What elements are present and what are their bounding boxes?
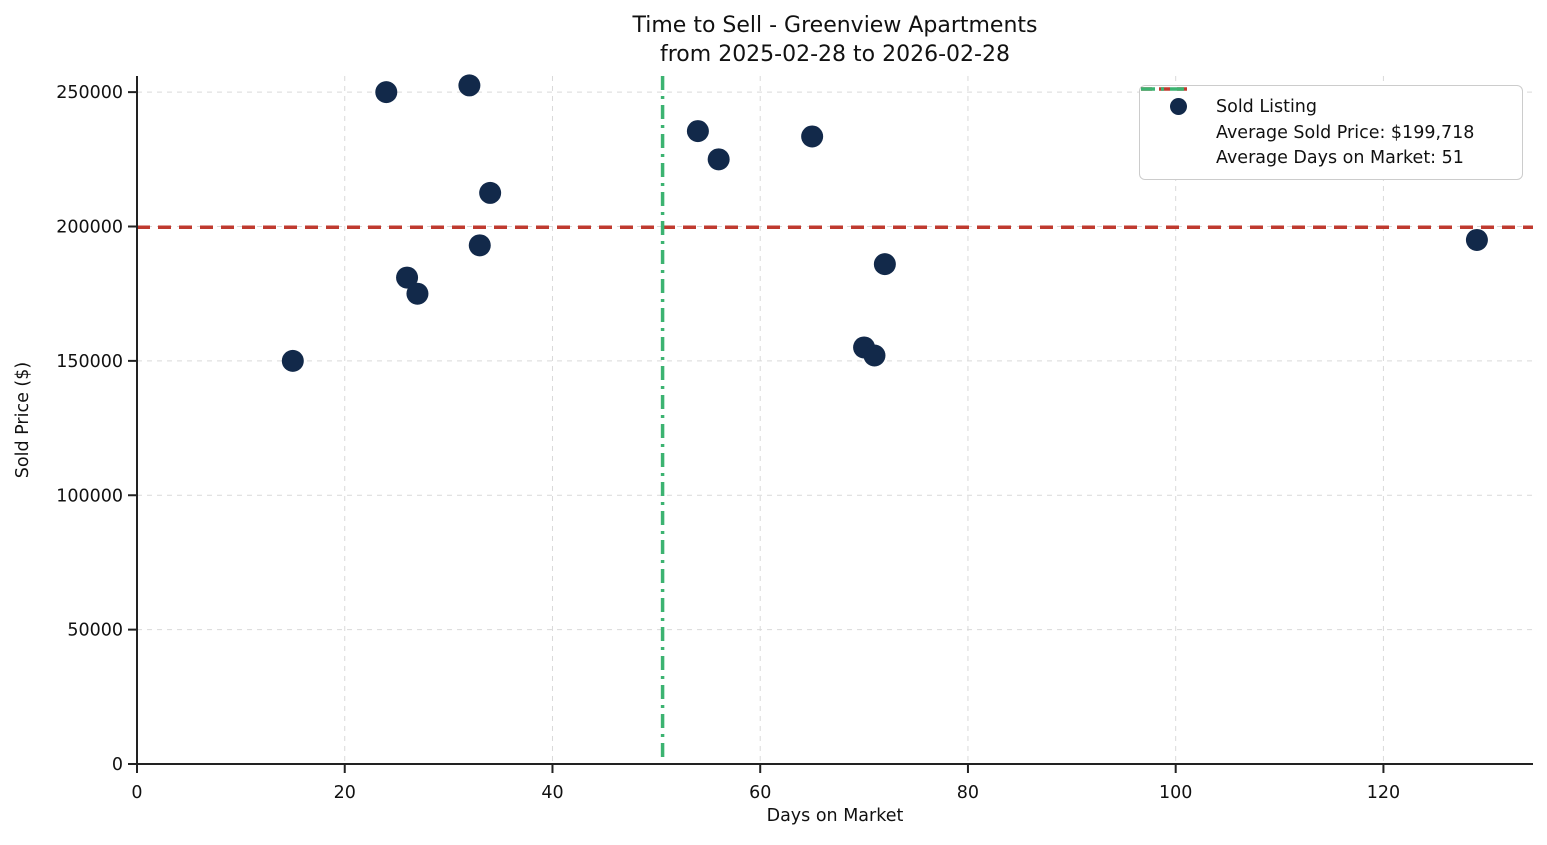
scatter-point <box>396 266 419 289</box>
y-axis-label: Sold Price ($) <box>13 361 33 479</box>
sold-listing-marker-icon <box>1150 98 1206 116</box>
scatter-point <box>281 349 304 372</box>
scatter-point <box>873 253 896 276</box>
scatter-point <box>686 120 709 143</box>
scatter-point <box>458 74 481 97</box>
scatter-point <box>479 181 502 204</box>
y-tick-label: 50000 <box>67 621 123 641</box>
chart-title: Time to Sell - Greenview Apartments from… <box>137 11 1533 69</box>
y-tick-label: 150000 <box>56 352 123 372</box>
scatter-point <box>801 125 824 148</box>
legend-label-sold-listing: Sold Listing <box>1216 96 1318 117</box>
legend-label-avg-days: Average Days on Market: 51 <box>1216 148 1464 169</box>
x-tick-label: 0 <box>131 783 142 803</box>
scatter-point <box>707 148 730 171</box>
x-tick-label: 100 <box>1159 783 1192 803</box>
scatter-point <box>468 234 491 257</box>
legend-item-avg-price: Average Sold Price: $199,718 <box>1141 87 1508 146</box>
y-tick-label: 100000 <box>56 486 123 506</box>
scatter-point <box>863 344 886 367</box>
legend-label-avg-price: Average Sold Price: $199,718 <box>1216 122 1475 143</box>
scatter-point <box>375 81 398 104</box>
x-tick-label: 80 <box>957 783 979 803</box>
x-tick-label: 40 <box>541 783 563 803</box>
y-tick-label: 0 <box>112 755 123 775</box>
legend: Sold Listing Average Sold Price: $199,71… <box>1139 85 1523 180</box>
legend-item-avg-days: Average Days on Market: 51 <box>1141 87 1508 171</box>
x-axis-label: Days on Market <box>766 806 904 826</box>
scatter-point <box>1465 228 1488 251</box>
x-tick-label: 120 <box>1367 783 1400 803</box>
y-tick-label: 200000 <box>56 218 123 238</box>
x-tick-label: 60 <box>749 783 771 803</box>
scatter-point <box>406 282 429 305</box>
legend-item-sold-listing: Sold Listing <box>1150 94 1508 120</box>
chart-title-line2: from 2025-02-28 to 2026-02-28 <box>660 42 1010 67</box>
y-tick-label: 250000 <box>56 83 123 103</box>
x-tick-label: 20 <box>334 783 356 803</box>
chart-title-line1: Time to Sell - Greenview Apartments <box>632 13 1038 38</box>
